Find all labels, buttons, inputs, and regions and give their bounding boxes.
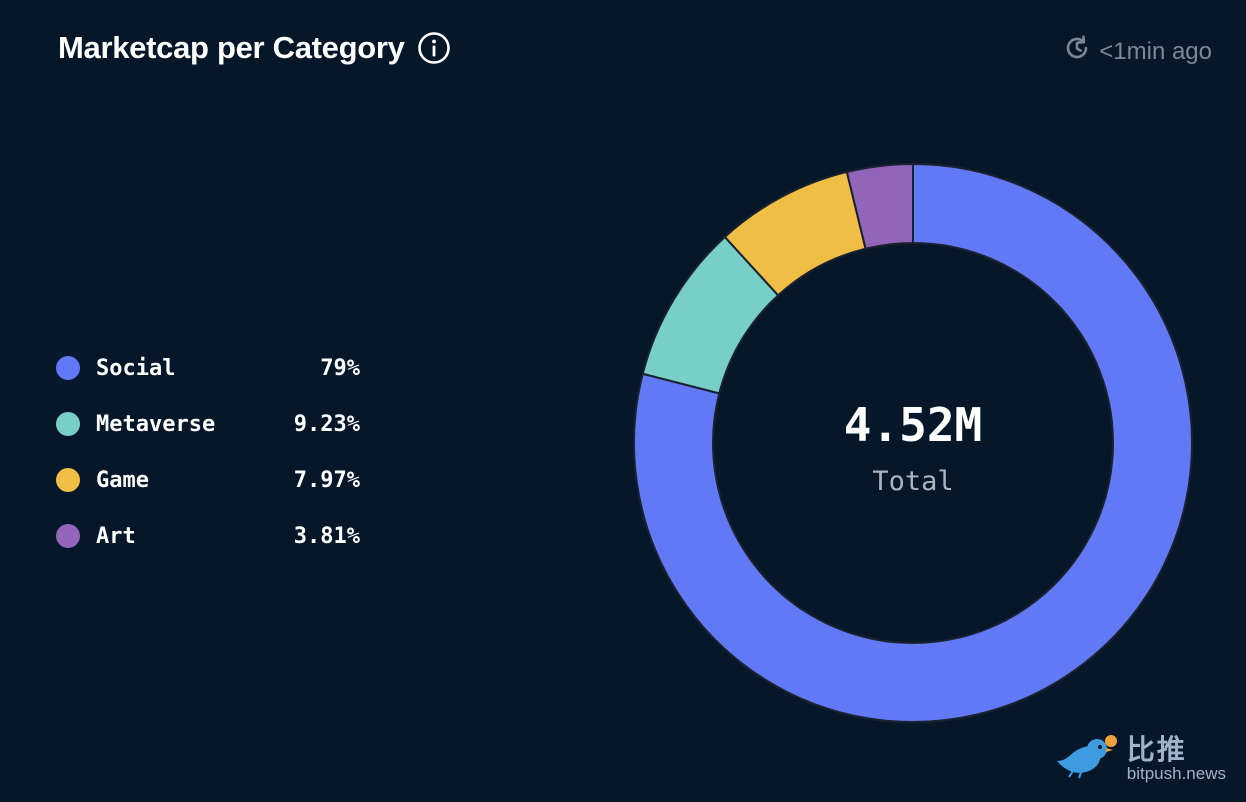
chart-header: Marketcap per Category	[58, 30, 451, 66]
last-updated: <1min ago	[1063, 34, 1212, 69]
info-icon[interactable]	[417, 31, 451, 65]
legend-swatch	[56, 524, 80, 548]
chart-legend: Social 79% Metaverse 9.23% Game 7.97% Ar…	[56, 340, 366, 564]
legend-swatch	[56, 468, 80, 492]
legend-value: 3.81%	[293, 523, 360, 549]
donut-slice-social[interactable]	[633, 162, 1193, 723]
donut-center-label: Total	[872, 466, 954, 497]
clock-refresh-icon	[1063, 34, 1091, 69]
watermark-cn: 比推	[1126, 732, 1187, 766]
legend-value: 9.23%	[293, 411, 360, 437]
donut-center-value: 4.52M	[843, 398, 983, 452]
chart-title: Marketcap per Category	[58, 30, 405, 65]
legend-label: Metaverse	[96, 411, 216, 437]
legend-item[interactable]: Social 79%	[56, 340, 366, 396]
updated-text: <1min ago	[1099, 37, 1212, 65]
donut-slice-art[interactable]	[845, 162, 914, 250]
watermark-url: bitpush.news	[1126, 763, 1226, 783]
legend-item[interactable]: Game 7.97%	[56, 452, 366, 508]
legend-swatch	[56, 412, 80, 436]
watermark-text: 比推 bitpush.news	[1126, 732, 1226, 784]
legend-item[interactable]: Art 3.81%	[56, 508, 366, 564]
legend-value: 79%	[320, 355, 360, 381]
legend-item[interactable]: Metaverse 9.23%	[56, 396, 366, 452]
legend-label: Social	[96, 355, 176, 381]
bird-logo-icon	[1053, 731, 1119, 784]
legend-swatch	[56, 356, 80, 380]
legend-label: Game	[96, 467, 149, 493]
legend-label: Art	[96, 523, 136, 549]
legend-value: 7.97%	[293, 467, 360, 493]
watermark: 比推 bitpush.news	[1053, 731, 1226, 784]
